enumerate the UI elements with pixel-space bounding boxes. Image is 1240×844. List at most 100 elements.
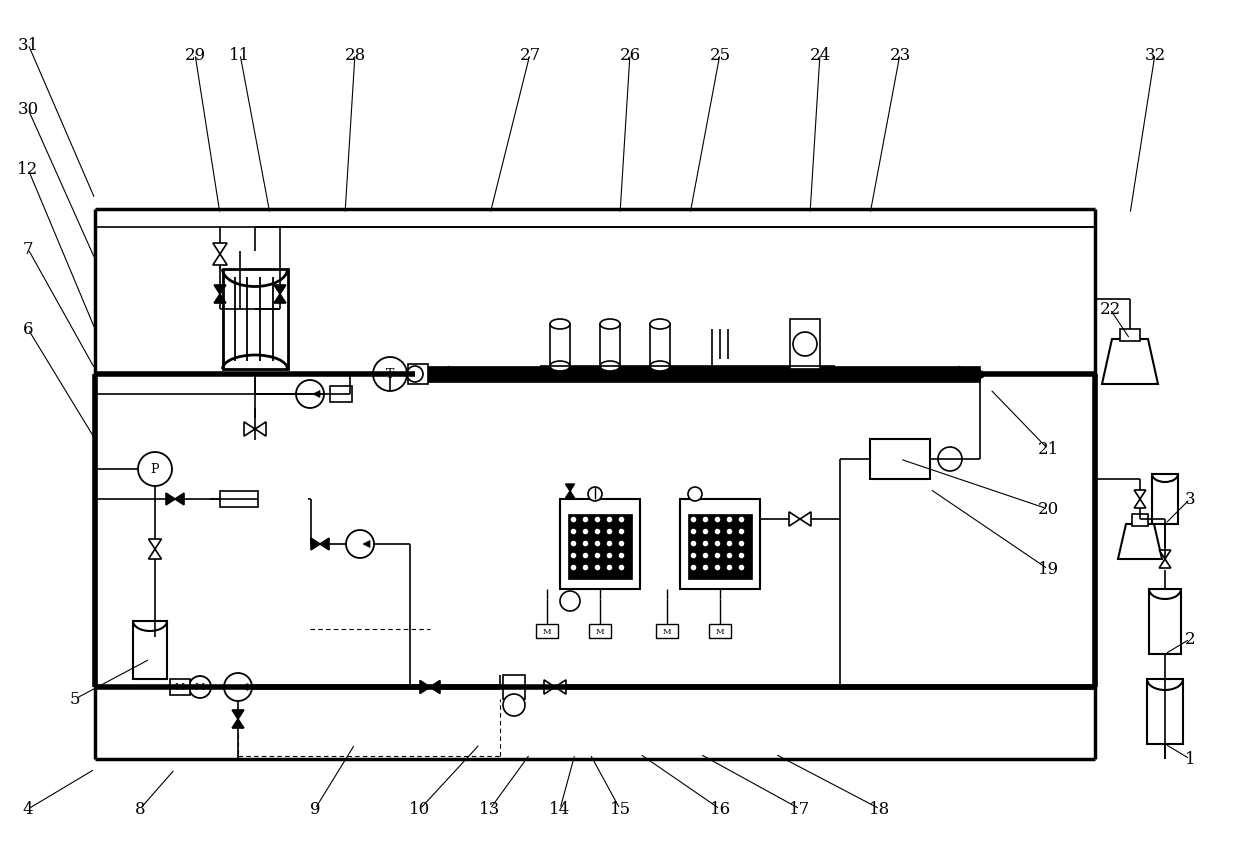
Bar	[600, 325, 620, 366]
Polygon shape	[1135, 500, 1146, 508]
Text: 5: 5	[69, 690, 81, 707]
Polygon shape	[565, 484, 574, 491]
Text: 26: 26	[620, 46, 641, 63]
Polygon shape	[363, 541, 370, 548]
Text: 16: 16	[709, 801, 730, 818]
Text: 30: 30	[17, 101, 38, 118]
Polygon shape	[166, 494, 175, 506]
Circle shape	[407, 366, 423, 382]
Polygon shape	[213, 244, 227, 255]
Bar	[790, 320, 820, 370]
Circle shape	[138, 452, 172, 486]
Circle shape	[373, 358, 407, 392]
Ellipse shape	[551, 320, 570, 330]
Text: 12: 12	[17, 161, 38, 178]
Text: 29: 29	[185, 46, 206, 63]
Text: 28: 28	[345, 46, 366, 63]
Text: 17: 17	[790, 801, 811, 818]
Ellipse shape	[600, 320, 620, 330]
Text: M: M	[595, 627, 604, 636]
Text: M: M	[715, 627, 724, 636]
Bar	[330, 387, 352, 403]
Polygon shape	[959, 366, 975, 382]
Ellipse shape	[650, 361, 670, 371]
Polygon shape	[274, 285, 286, 295]
Polygon shape	[241, 684, 248, 690]
Polygon shape	[430, 681, 440, 694]
Text: 31: 31	[17, 36, 38, 53]
Bar	[589, 625, 611, 638]
Bar	[680, 500, 760, 589]
Text: 23: 23	[889, 46, 910, 63]
Circle shape	[560, 592, 580, 611]
Circle shape	[224, 674, 252, 701]
Circle shape	[937, 447, 962, 472]
Text: 6: 6	[22, 321, 33, 338]
Polygon shape	[1135, 490, 1146, 500]
Bar	[1132, 514, 1148, 527]
Bar	[1152, 474, 1178, 524]
Bar	[870, 440, 930, 479]
Text: 2: 2	[1184, 630, 1195, 647]
Polygon shape	[433, 366, 449, 382]
Text: 13: 13	[480, 801, 501, 818]
Text: 32: 32	[1145, 46, 1166, 63]
Bar	[503, 675, 525, 699]
Bar	[170, 679, 190, 695]
Polygon shape	[149, 549, 161, 560]
Polygon shape	[1118, 524, 1162, 560]
Polygon shape	[274, 295, 286, 304]
Bar	[650, 325, 670, 366]
Bar	[568, 514, 632, 579]
Bar	[1120, 330, 1140, 342]
Text: 8: 8	[135, 801, 145, 818]
Polygon shape	[1159, 560, 1171, 568]
Bar	[656, 625, 678, 638]
Text: 21: 21	[1038, 441, 1059, 458]
Text: 22: 22	[1100, 301, 1121, 318]
Text: P: P	[151, 463, 159, 476]
Text: 24: 24	[810, 46, 831, 63]
Text: 18: 18	[869, 801, 890, 818]
Polygon shape	[215, 295, 226, 304]
Ellipse shape	[551, 361, 570, 371]
Polygon shape	[800, 512, 811, 527]
Polygon shape	[215, 285, 226, 295]
Polygon shape	[175, 494, 184, 506]
Text: 25: 25	[709, 46, 730, 63]
Polygon shape	[255, 422, 267, 436]
Text: 15: 15	[609, 801, 631, 818]
Bar	[219, 491, 258, 507]
Polygon shape	[544, 680, 556, 695]
Polygon shape	[312, 391, 320, 398]
Polygon shape	[789, 512, 800, 527]
Circle shape	[588, 488, 601, 501]
Bar	[709, 625, 732, 638]
Ellipse shape	[600, 361, 620, 371]
Bar	[408, 365, 428, 385]
Bar	[415, 366, 980, 382]
Circle shape	[346, 530, 374, 559]
Polygon shape	[556, 680, 565, 695]
Polygon shape	[1159, 550, 1171, 560]
Text: 27: 27	[520, 46, 541, 63]
Bar	[551, 325, 570, 366]
Text: 11: 11	[229, 46, 250, 63]
Text: 14: 14	[549, 801, 570, 818]
Polygon shape	[311, 538, 320, 550]
Text: M: M	[662, 627, 671, 636]
Polygon shape	[320, 538, 329, 550]
Bar	[536, 625, 558, 638]
Text: M: M	[175, 683, 185, 692]
Bar	[560, 500, 640, 589]
Circle shape	[688, 488, 702, 501]
Polygon shape	[244, 422, 255, 436]
Ellipse shape	[650, 320, 670, 330]
Text: 4: 4	[22, 801, 33, 818]
Text: T: T	[386, 368, 394, 381]
Circle shape	[188, 676, 211, 698]
Text: 20: 20	[1038, 500, 1059, 518]
Bar	[688, 514, 751, 579]
Polygon shape	[213, 255, 227, 266]
Bar	[133, 621, 167, 679]
